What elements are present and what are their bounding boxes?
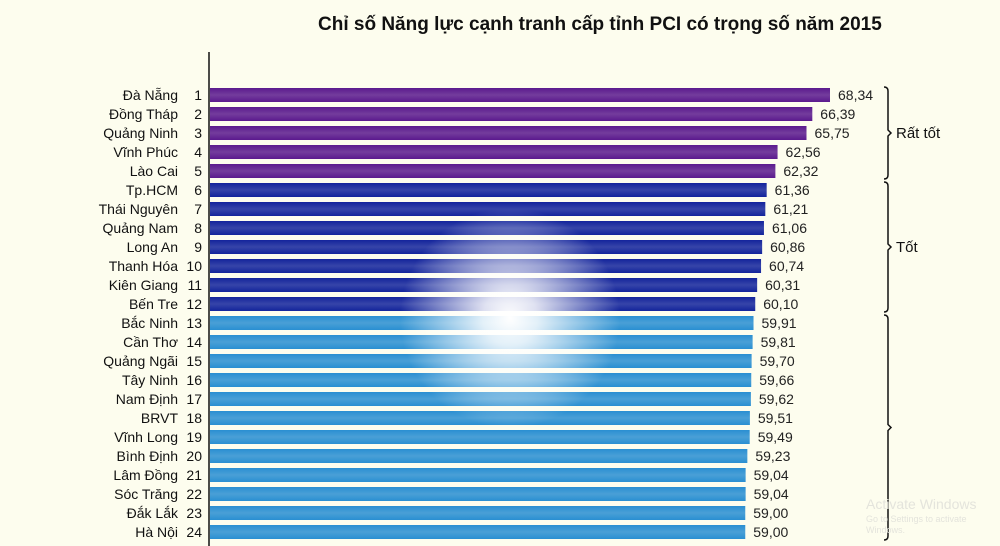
category-label: Đắk Lắk (127, 505, 179, 521)
chart-title: Chỉ số Năng lực cạnh tranh cấp tỉnh PCI … (318, 14, 882, 35)
category-label: Quảng Ngãi (103, 353, 178, 369)
value-label: 59,91 (762, 315, 797, 331)
category-label: BRVT (141, 410, 179, 426)
value-label: 59,04 (754, 467, 789, 483)
category-label: Hà Nội (135, 524, 178, 540)
category-label: Thanh Hóa (109, 258, 178, 274)
bar (210, 164, 776, 178)
value-label: 60,86 (770, 239, 805, 255)
category-label: Quảng Ninh (103, 125, 178, 141)
rank-label: 20 (186, 448, 202, 464)
rank-label: 11 (187, 277, 202, 293)
bar (210, 202, 766, 216)
category-label: Cần Thơ (123, 334, 178, 350)
group-label: Tốt (896, 239, 919, 256)
bar (210, 506, 746, 520)
category-label: Sóc Trăng (114, 486, 178, 502)
rank-label: 21 (186, 467, 202, 483)
category-label: Đà Nẵng (123, 87, 178, 103)
value-label: 59,51 (758, 410, 793, 426)
value-label: 59,23 (755, 448, 790, 464)
group-bracket (883, 86, 893, 180)
value-label: 59,49 (758, 429, 793, 445)
bar (210, 487, 746, 501)
value-label: 60,31 (765, 277, 800, 293)
rank-label: 2 (194, 106, 202, 122)
rank-label: 8 (194, 220, 202, 236)
category-label: Lâm Đồng (113, 467, 178, 483)
value-label: 60,10 (763, 296, 798, 312)
category-label: Thái Nguyên (99, 201, 178, 217)
category-label: Đồng Tháp (109, 106, 178, 122)
rank-label: 15 (186, 353, 202, 369)
value-label: 59,81 (761, 334, 796, 350)
value-label: 61,06 (772, 220, 807, 236)
bar (210, 88, 830, 102)
bar (210, 107, 813, 121)
value-label: 65,75 (815, 125, 850, 141)
category-label: Tp.HCM (126, 182, 178, 198)
rank-label: 7 (194, 201, 202, 217)
rank-label: 5 (194, 163, 202, 179)
value-label: 61,21 (773, 201, 808, 217)
value-label: 60,74 (769, 258, 804, 274)
rank-label: 18 (186, 410, 202, 426)
rank-label: 17 (186, 391, 202, 407)
rank-label: 22 (186, 486, 202, 502)
rank-label: 10 (186, 258, 202, 274)
rank-label: 1 (194, 87, 202, 103)
group-bracket (883, 181, 893, 313)
value-label: 59,70 (760, 353, 795, 369)
group-bracket (883, 314, 893, 541)
rank-label: 9 (194, 239, 202, 255)
value-label: 59,00 (753, 524, 788, 540)
bar (210, 183, 767, 197)
bar (210, 468, 746, 482)
value-label: 59,04 (754, 486, 789, 502)
value-label: 61,36 (775, 182, 810, 198)
rank-label: 24 (186, 524, 202, 540)
rank-label: 12 (186, 296, 202, 312)
category-label: Tây Ninh (122, 372, 178, 388)
bar (210, 449, 748, 463)
light-flare (400, 208, 620, 428)
bar (210, 126, 807, 140)
category-label: Bến Tre (129, 296, 178, 312)
rank-label: 16 (186, 372, 202, 388)
category-label: Bắc Ninh (121, 315, 178, 331)
category-label: Lào Cai (130, 163, 178, 179)
watermark-line1: Activate Windows (866, 496, 977, 512)
category-label: Bình Định (117, 448, 178, 464)
rank-label: 6 (194, 182, 202, 198)
category-label: Nam Định (116, 391, 178, 407)
value-label: 62,32 (783, 163, 818, 179)
watermark-line2: Go to Settings to activate Windows. (866, 514, 967, 535)
value-label: 66,39 (820, 106, 855, 122)
category-label: Long An (127, 239, 178, 255)
value-label: 59,62 (759, 391, 794, 407)
category-label: Vĩnh Long (114, 429, 178, 445)
bar (210, 430, 750, 444)
category-label: Quảng Nam (103, 220, 178, 236)
value-label: 59,66 (759, 372, 794, 388)
category-label: Vĩnh Phúc (113, 144, 178, 160)
group-label: Rất tốt (896, 125, 941, 142)
rank-label: 4 (194, 144, 202, 160)
category-label: Kiên Giang (109, 277, 178, 293)
value-label: 62,56 (786, 144, 821, 160)
value-label: 59,00 (753, 505, 788, 521)
rank-label: 13 (186, 315, 202, 331)
bar (210, 145, 778, 159)
rank-label: 14 (186, 334, 202, 350)
rank-label: 19 (186, 429, 202, 445)
bar (210, 525, 746, 539)
rank-label: 23 (186, 505, 202, 521)
rank-label: 3 (194, 125, 202, 141)
value-label: 68,34 (838, 87, 873, 103)
